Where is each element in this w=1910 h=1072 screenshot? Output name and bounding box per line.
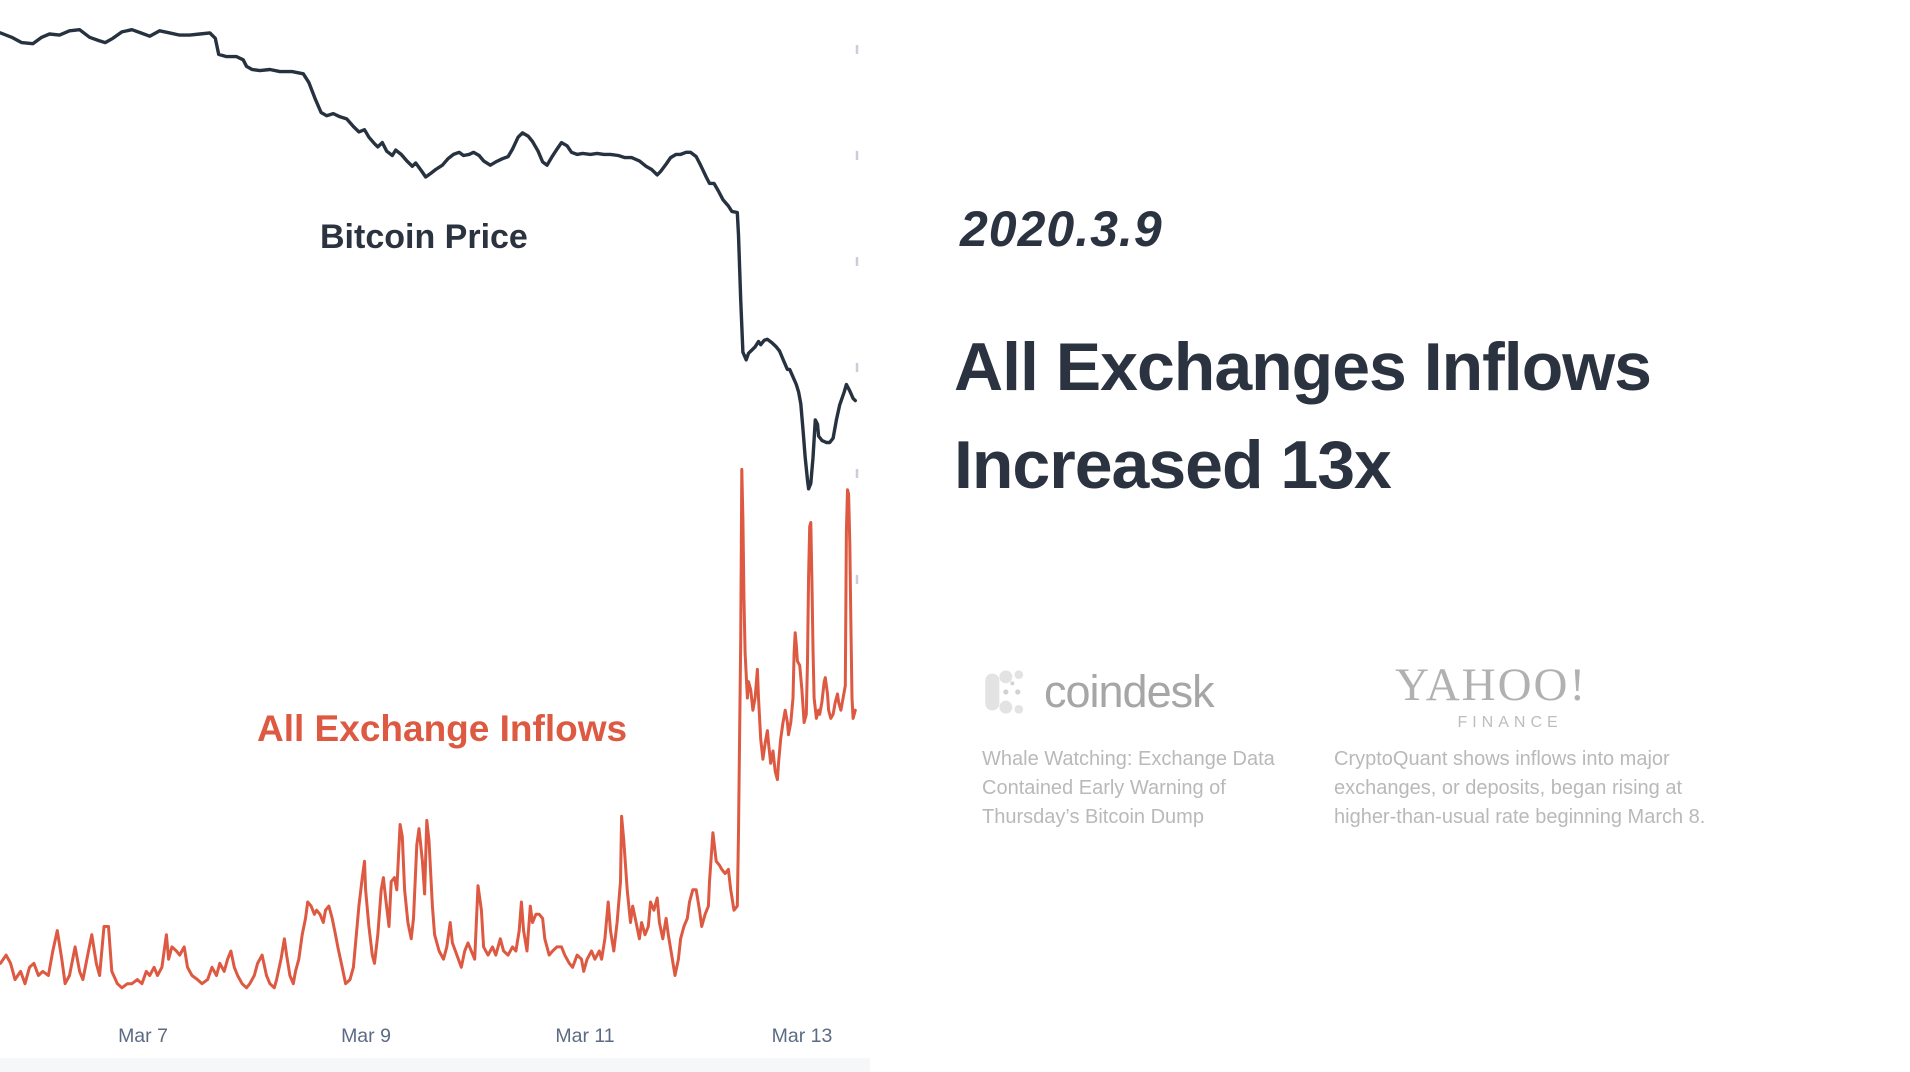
x-axis-tick-mar7: Mar 7 bbox=[118, 1025, 168, 1047]
yahoo-caption-line-1: CryptoQuant shows inflows into major bbox=[1334, 748, 1670, 770]
yahoo-caption-line-2: exchanges, or deposits, began rising at bbox=[1334, 777, 1682, 799]
dual-line-chart: Bitcoin Price All Exchange Inflows Mar 7… bbox=[0, 28, 870, 1072]
x-axis-tick-mar9: Mar 9 bbox=[341, 1025, 391, 1047]
coindesk-caption-line-1: Whale Watching: Exchange Data bbox=[982, 748, 1275, 770]
yahoo-finance-logo: YAHOO! FINANCE bbox=[1395, 658, 1587, 732]
x-axis-tick-mar13: Mar 13 bbox=[772, 1025, 833, 1047]
chart-bottom-band bbox=[0, 1058, 870, 1072]
headline: All Exchanges Inflows Increased 13x bbox=[954, 318, 1652, 514]
coindesk-caption: Whale Watching: Exchange Data Contained … bbox=[982, 745, 1275, 832]
yahoo-caption-line-3: higher-than-usual rate beginning March 8… bbox=[1334, 806, 1706, 828]
date-heading: 2020.3.9 bbox=[960, 201, 1163, 257]
coindesk-logo: coindesk bbox=[982, 666, 1215, 718]
exchange-inflows-series-label: All Exchange Inflows bbox=[257, 708, 627, 749]
inflow-series-line bbox=[0, 467, 857, 990]
headline-line-1: All Exchanges Inflows bbox=[954, 329, 1652, 405]
yahoo-caption: CryptoQuant shows inflows into major exc… bbox=[1334, 745, 1705, 832]
coindesk-wordmark: coindesk bbox=[1044, 666, 1215, 717]
coindesk-caption-line-3: Thursday’s Bitcoin Dump bbox=[982, 806, 1204, 828]
coindesk-icon bbox=[985, 670, 1024, 714]
price-series-line bbox=[0, 28, 857, 491]
yahoo-finance-sub-label: FINANCE bbox=[1457, 714, 1563, 731]
x-axis-tick-mar11: Mar 11 bbox=[555, 1025, 614, 1047]
coindesk-caption-line-2: Contained Early Warning of bbox=[982, 777, 1226, 799]
bitcoin-price-series-label: Bitcoin Price bbox=[320, 218, 528, 256]
headline-line-2: Increased 13x bbox=[954, 427, 1392, 503]
yahoo-wordmark: YAHOO! bbox=[1395, 659, 1588, 711]
